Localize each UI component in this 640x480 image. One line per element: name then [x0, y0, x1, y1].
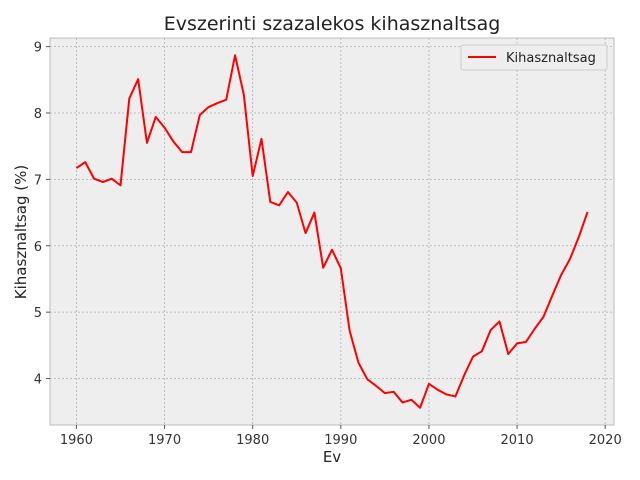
y-tick-label: 6 — [34, 240, 42, 255]
y-tick-label: 4 — [34, 373, 42, 388]
legend: Kihasznaltsag — [460, 44, 608, 71]
legend-label: Kihasznaltsag — [506, 51, 596, 66]
y-tick-label: 8 — [34, 107, 42, 122]
plot-area — [49, 37, 615, 426]
legend-box — [460, 44, 608, 71]
x-tick-label: 2020 — [589, 433, 622, 448]
series-line-kihasznaltsag — [75, 54, 589, 409]
x-tick-label: 1960 — [60, 433, 93, 448]
axis-ticks: 1960 1970 1980 1990 2000 2010 2020 4 5 6 7 8 9 — [34, 41, 622, 448]
y-tick-label: 9 — [34, 41, 42, 56]
y-axis-label: Kihasznaltsag (%) — [12, 165, 30, 299]
x-axis-label: Ev — [323, 448, 341, 466]
x-tick-label: 1980 — [236, 433, 269, 448]
y-tick-label: 7 — [34, 173, 42, 188]
x-tick-label: 1990 — [324, 433, 357, 448]
x-tick-label: 2010 — [501, 433, 534, 448]
y-tick-label: 5 — [34, 306, 42, 321]
x-tick-label: 1970 — [148, 433, 181, 448]
x-tick-label: 2000 — [412, 433, 445, 448]
chart-title: Evszerinti szazalekos kihasznaltsag — [164, 13, 501, 35]
